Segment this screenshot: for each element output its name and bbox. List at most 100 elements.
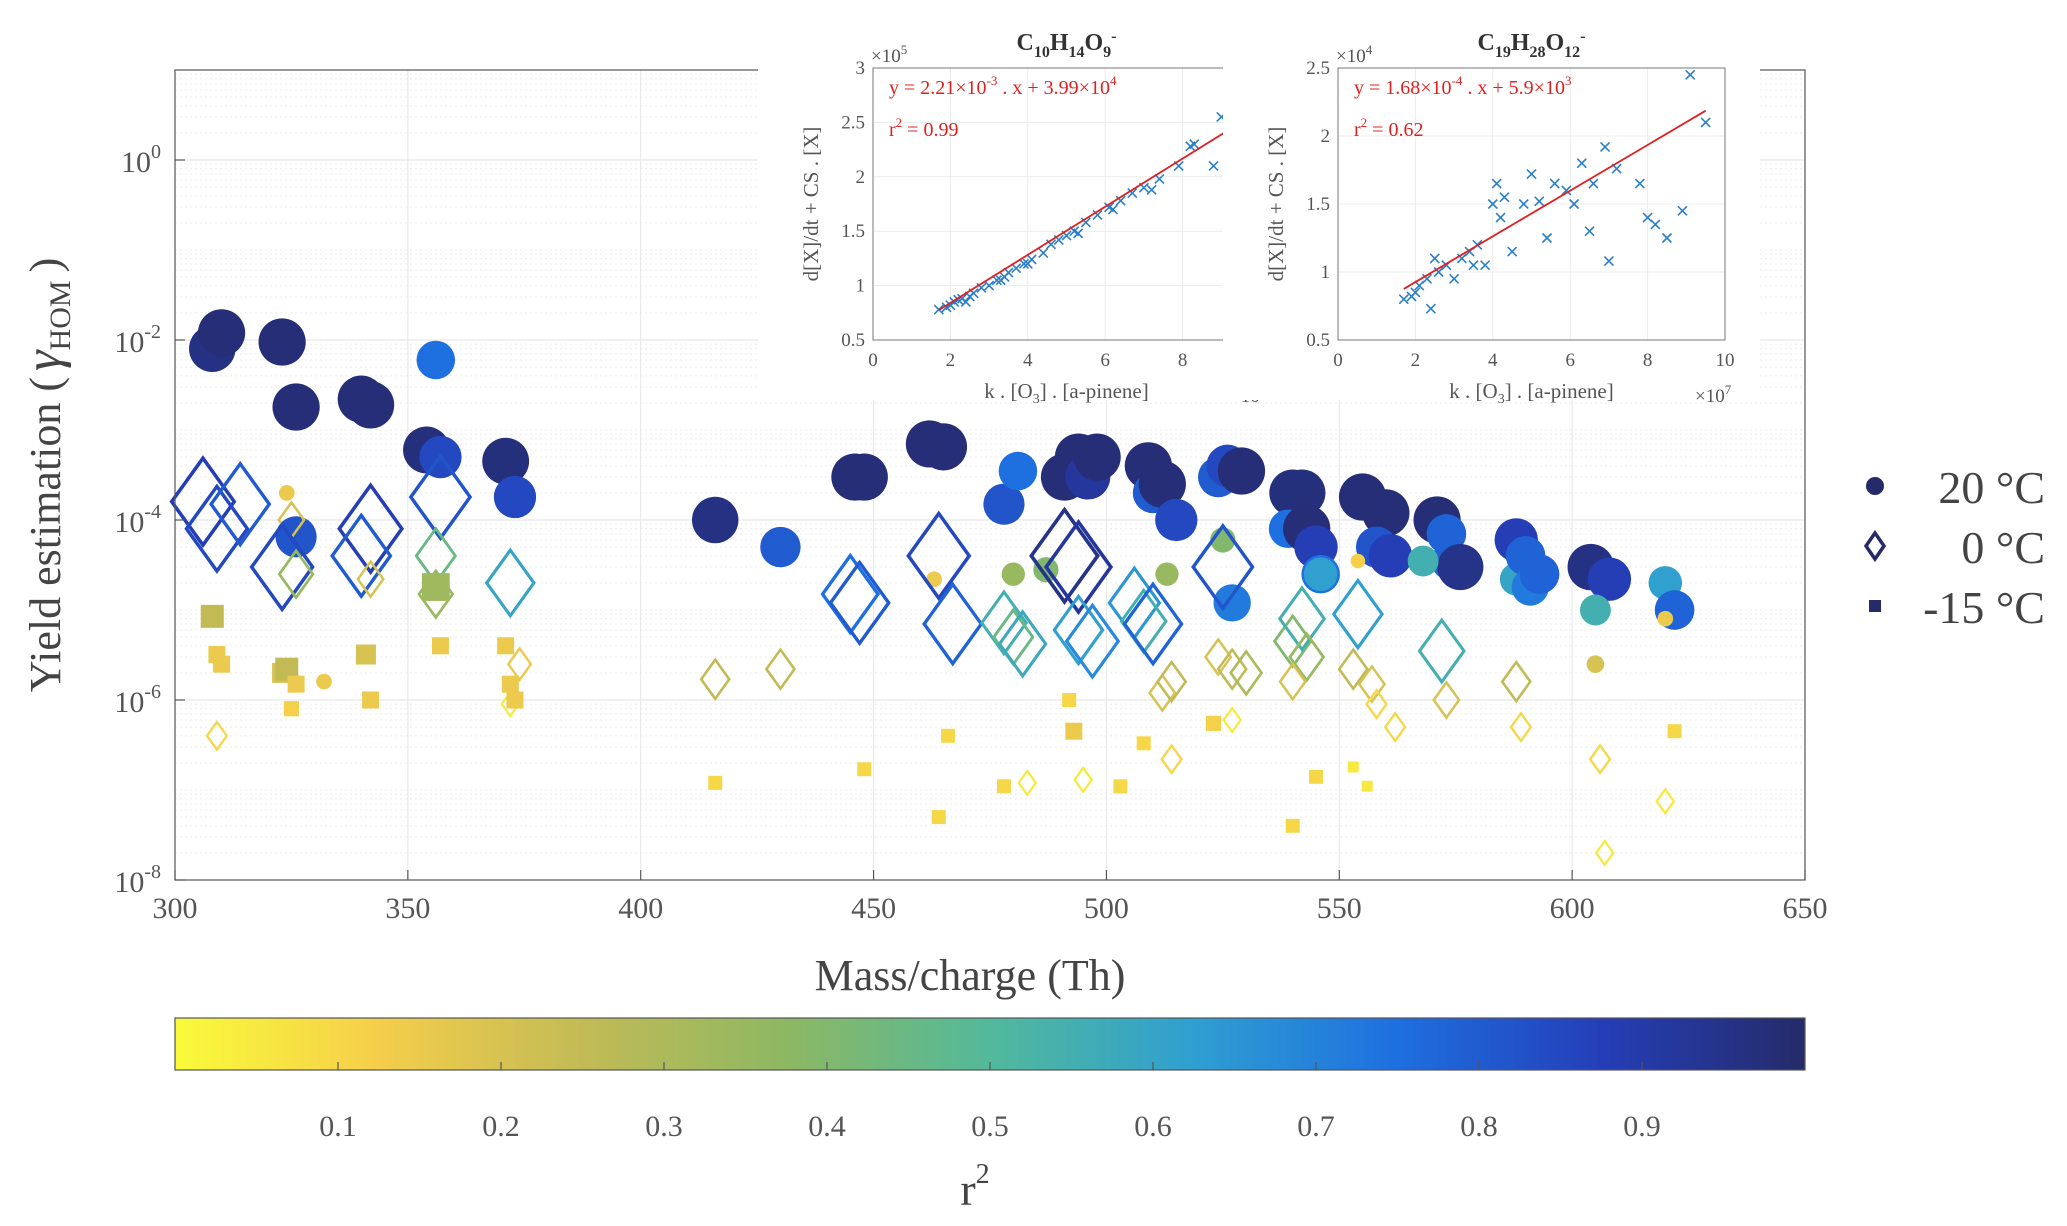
inset-data-point	[1599, 141, 1611, 152]
colorbar-tick-label: 0.4	[808, 1110, 846, 1143]
inset-y-tick-label: 3	[856, 58, 866, 79]
data-point-circle	[998, 451, 1038, 491]
inset-data-point	[1073, 228, 1084, 239]
data-point-circle	[1155, 498, 1198, 542]
data-point-circle	[983, 483, 1025, 525]
data-point-circle	[1217, 447, 1266, 495]
data-point-square	[931, 810, 946, 825]
data-point-circle	[1579, 594, 1611, 626]
inset-x-axis-label: k . [O3] . [a-pinene]	[984, 379, 1148, 407]
inset-data-point	[1685, 69, 1696, 80]
data-point-square	[213, 655, 231, 673]
inset-data-point	[1429, 253, 1440, 264]
data-point-diamond	[205, 720, 229, 752]
inset-background	[758, 18, 1295, 400]
data-point-square	[1205, 715, 1222, 731]
data-point-circle	[1519, 554, 1560, 595]
inset-x-tick-label: 10	[1716, 350, 1735, 371]
colorbar-tick-label: 0.5	[971, 1110, 1009, 1143]
inset-data-point	[1449, 273, 1460, 284]
data-point-diamond	[1272, 613, 1313, 669]
data-point-circle	[197, 309, 246, 357]
x-tick-label: 300	[153, 892, 198, 925]
legend-label: -15 °C	[1923, 582, 2045, 633]
inset-data-point	[1468, 260, 1479, 271]
x-axis-label: Mass/charge (Th)	[815, 951, 1126, 1000]
y-axis-label-group: Yield estimation (γHOM)	[15, 258, 77, 692]
inset-frame	[1337, 67, 1726, 341]
data-point-diamond	[1017, 769, 1038, 797]
data-point-square	[1309, 769, 1323, 784]
data-point-circle	[1350, 553, 1366, 569]
inset-y-tick-label: 2	[856, 167, 866, 188]
data-point-diamond	[1331, 577, 1385, 651]
inset-fit-line	[938, 121, 1242, 311]
inset-y-tick-label: 0.5	[841, 330, 865, 351]
inset-fit-line	[1403, 109, 1707, 290]
inset-data-point	[1127, 188, 1138, 199]
inset-data-point	[1541, 232, 1553, 244]
data-point-square	[1285, 818, 1300, 833]
data-point-diamond	[184, 483, 250, 574]
data-point-circle	[1001, 562, 1025, 586]
colorbar-tick-label: 0.1	[319, 1110, 357, 1143]
data-point-square	[283, 701, 300, 717]
inset-y-tick-label: 2.5	[841, 112, 865, 133]
inset-data-point	[1495, 212, 1506, 223]
legend-label: 0 °C	[1961, 522, 2045, 573]
data-point-square	[1062, 693, 1077, 707]
y-tick-label: 100	[121, 141, 161, 179]
data-point-square	[708, 775, 723, 790]
inset-data-point	[1398, 294, 1409, 305]
series-circle	[189, 309, 1695, 690]
inset-x-tick-label: 6	[1565, 350, 1575, 371]
inset-y-axis-label-group: d[X]/dt + CS . [X]	[1264, 127, 1288, 282]
x-tick-label: 400	[618, 892, 663, 925]
data-point-square	[497, 637, 515, 655]
inset-data-point	[1576, 158, 1587, 169]
data-point-diamond	[1357, 664, 1387, 704]
colorbar-label: r2	[960, 1159, 989, 1215]
data-point-circle	[416, 340, 456, 380]
inset-data-point	[1526, 169, 1537, 180]
data-point-circle	[1213, 584, 1251, 622]
data-point-square	[287, 675, 305, 693]
data-point-circle	[493, 475, 537, 519]
data-point-square	[506, 691, 524, 709]
legend-circle-icon	[1866, 477, 1884, 495]
inset-x-tick-label: 2	[946, 350, 956, 371]
y-tick-label: 10-4	[114, 501, 161, 539]
inset-y-axis-label: d[X]/dt + CS . [X]	[799, 127, 823, 282]
inset-data-point	[1092, 209, 1103, 220]
data-point-circle	[1303, 557, 1338, 591]
data-point-diamond	[1029, 506, 1100, 606]
data-point-circle	[1368, 534, 1413, 578]
inset-data-point	[1588, 178, 1599, 189]
data-point-diamond	[764, 647, 797, 691]
inset-data-point	[984, 280, 995, 291]
inset-y-multiplier: ×105	[871, 42, 907, 67]
x-tick-label: 350	[385, 892, 430, 925]
colorbar-tick-label: 0.7	[1297, 1110, 1335, 1143]
inset-data-point	[991, 275, 1002, 286]
data-point-diamond	[1216, 647, 1248, 691]
data-point-diamond	[979, 589, 1029, 657]
data-point-diamond	[1122, 581, 1184, 667]
inset-data-point	[1421, 273, 1433, 284]
legend-label: 20 °C	[1938, 462, 2045, 513]
data-point-circle	[1407, 545, 1439, 577]
data-point-circle	[1138, 460, 1186, 508]
colorbar-tick-label: 0.3	[645, 1110, 683, 1143]
data-point-diamond	[330, 512, 393, 600]
inset-x-tick-label: 4	[1023, 350, 1033, 371]
inset-data-point	[1410, 287, 1421, 298]
data-point-square	[1667, 724, 1682, 739]
inset-data-point	[1549, 178, 1560, 189]
data-point-diamond	[906, 510, 972, 602]
inset-data-point	[1534, 196, 1545, 207]
data-point-square	[421, 573, 450, 601]
data-point-diamond	[1064, 602, 1121, 680]
data-point-circle	[1586, 655, 1605, 673]
data-point-diamond	[828, 559, 891, 647]
data-point-square	[200, 604, 224, 628]
